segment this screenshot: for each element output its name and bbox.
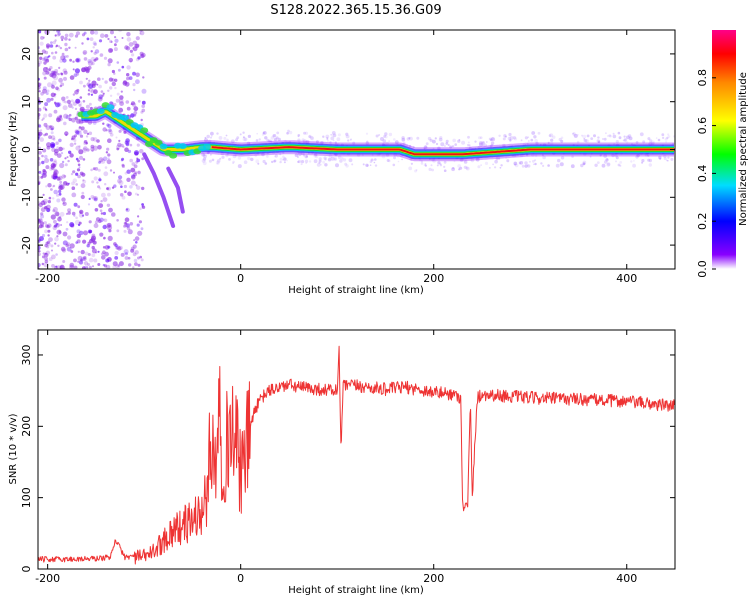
colorbar-tick-label: 0.4	[696, 165, 709, 183]
snr-x-tick-label: 0	[237, 572, 244, 585]
colorbar: 0.0 0.2 0.4 0.6 0.8 Normalized spectral ampl…	[696, 30, 749, 278]
spectrogram-ticks: -200 0 200 400 -20 -10 0 10 20	[20, 30, 675, 285]
spectrogram-x-tick-label: 400	[616, 272, 637, 285]
snr-plot-area	[38, 345, 675, 565]
snr-frame	[37, 329, 676, 570]
spectrogram-panel: -200 0 200 400 -20 -10 0 10 20 Height of straigh…	[8, 29, 676, 296]
spectrogram-y-axis-label: Frequency (Hz)	[8, 111, 19, 187]
colorbar-label: Normalized spectral amplitude	[738, 72, 749, 226]
colorbar-ticks: 0.0 0.2 0.4 0.6 0.8	[696, 69, 716, 278]
spectrogram-x-tick-label: 0	[237, 272, 244, 285]
snr-y-axis-label: SNR (10 * v/v)	[8, 413, 19, 484]
ridge-core	[211, 146, 675, 156]
colorbar-gradient	[712, 30, 736, 269]
snr-y-tick-label: 0	[20, 566, 33, 573]
spectrogram-signal	[76, 102, 675, 228]
ridge-branch-0	[142, 152, 176, 228]
spectrogram-x-axis-label: Height of straight line (km)	[288, 285, 424, 296]
colorbar-tick-label: 0.8	[696, 69, 709, 87]
snr-x-tick-label: 400	[616, 572, 637, 585]
snr-y-tick-label: 300	[20, 345, 33, 366]
ridge-branch-1	[166, 166, 185, 214]
snr-y-tick-label: 100	[20, 487, 33, 508]
snr-x-tick-label: 200	[423, 572, 444, 585]
colorbar-tick-label: 0.6	[696, 117, 709, 135]
spectrogram-y-tick-label: 20	[20, 47, 33, 61]
colorbar-tick-label: 0.0	[696, 260, 709, 278]
snr-x-axis-label: Height of straight line (km)	[288, 585, 424, 596]
spectrogram-y-tick-label: 0	[20, 146, 33, 153]
spectrogram-x-tick-label: -200	[35, 272, 60, 285]
spectrogram-y-tick-label: -20	[20, 236, 33, 254]
spectrogram-y-tick-label: 10	[20, 95, 33, 109]
snr-series-line	[38, 345, 675, 565]
colorbar-tick-label: 0.2	[696, 212, 709, 230]
figure-title: S128.2022.365.15.36.G09	[270, 3, 441, 18]
spectrogram-x-tick-label: 200	[423, 272, 444, 285]
snr-y-tick-label: 200	[20, 416, 33, 437]
spectrogram-y-tick-label: -10	[20, 188, 33, 206]
ridge-band-3	[80, 109, 675, 157]
snr-x-tick-label: -200	[35, 572, 60, 585]
